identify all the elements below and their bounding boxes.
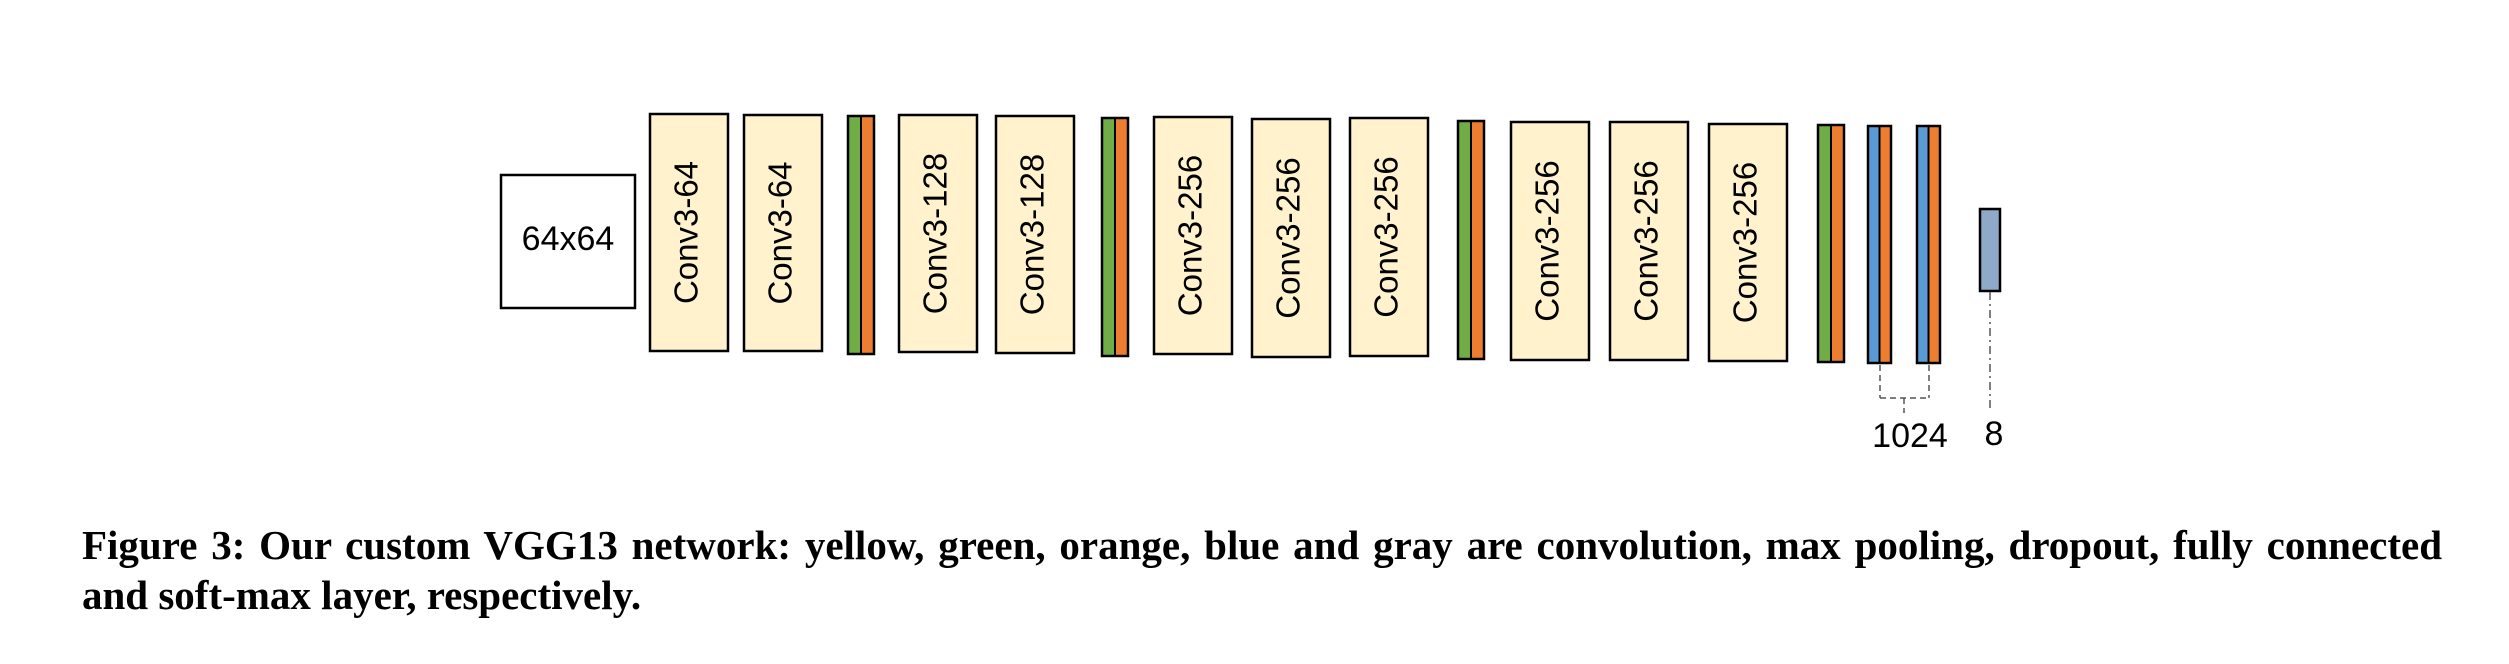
conv-layer: Conv3-256 (1348, 116, 1430, 358)
conv-layer: Conv3-256 (1509, 120, 1591, 362)
pool-band (1458, 121, 1471, 359)
conv-layer: Conv3-256 (1152, 115, 1234, 356)
softmax-size-label: 8 (1985, 415, 2004, 453)
size-annotations: 1024 8 (1872, 292, 2003, 455)
conv-box (1707, 122, 1789, 363)
layer-outline (1456, 119, 1486, 361)
conv-layer: Conv3-256 (1250, 117, 1332, 359)
layer-stack: Conv3-64 Conv3-64 Conv3-128 Conv3-128 Conv3-… (648, 112, 2002, 365)
conv-label: Conv3-256 (1529, 160, 1566, 321)
layer-outline (846, 114, 876, 356)
dropout-band (1115, 118, 1128, 356)
conv-box (1348, 116, 1430, 358)
pool-band (1102, 118, 1115, 356)
pool-band (1818, 125, 1831, 362)
fc-size-label: 1024 (1872, 417, 1948, 455)
dropout-band (1928, 126, 1940, 363)
conv-label: Conv3-128 (1014, 154, 1051, 315)
layer-outline (1100, 116, 1130, 358)
conv-label: Conv3-128 (917, 153, 954, 314)
conv-box (994, 114, 1076, 355)
pool-dropout-layer (1816, 123, 1846, 364)
conv-layer: Conv3-64 (648, 112, 730, 353)
conv-box (1509, 120, 1591, 362)
conv-box (1608, 120, 1690, 362)
pool-dropout-layer (846, 114, 876, 356)
conv-label: Conv3-256 (1368, 156, 1405, 317)
pool-dropout-layer (1100, 116, 1130, 358)
conv-box (1250, 117, 1332, 359)
fc-dropout-layer (1915, 124, 1942, 365)
fc-band (1868, 126, 1880, 363)
layer-outline (1866, 124, 1893, 365)
layer-outline (1816, 123, 1846, 364)
dropout-band (1831, 125, 1844, 362)
conv-box (648, 112, 730, 353)
fc-dropout-layer (1866, 124, 1893, 365)
conv-layer: Conv3-128 (994, 114, 1076, 355)
conv-layer: Conv3-256 (1707, 122, 1789, 363)
vgg13-diagram: 64x64 Conv3-64 Conv3-64 Conv3-128 Conv3-128… (499, 112, 2003, 455)
conv-label: Conv3-64 (762, 161, 799, 304)
dropout-band (1879, 126, 1891, 363)
figure-caption: Figure 3: Our custom VGG13 network: yell… (82, 522, 2442, 618)
conv-label: Conv3-256 (1727, 162, 1764, 323)
input-label: 64x64 (522, 220, 615, 258)
pool-dropout-layer (1456, 119, 1486, 361)
conv-box (897, 113, 979, 354)
conv-box (742, 113, 824, 353)
input-block: 64x64 (499, 173, 637, 310)
fc-band (1917, 126, 1929, 363)
conv-label: Conv3-256 (1172, 155, 1209, 316)
conv-layer: Conv3-64 (742, 113, 824, 353)
dropout-band (861, 116, 874, 354)
conv-label: Conv3-256 (1628, 160, 1665, 321)
pool-band (848, 116, 861, 354)
conv-layer: Conv3-128 (897, 113, 979, 354)
conv-label: Conv3-256 (1270, 157, 1307, 318)
conv-label: Conv3-64 (668, 161, 705, 304)
input-box (499, 173, 637, 310)
conv-layer: Conv3-256 (1608, 120, 1690, 362)
dropout-band (1471, 121, 1484, 359)
layer-outline (1915, 124, 1942, 365)
conv-box (1152, 115, 1234, 356)
softmax-layer (1978, 207, 2002, 293)
